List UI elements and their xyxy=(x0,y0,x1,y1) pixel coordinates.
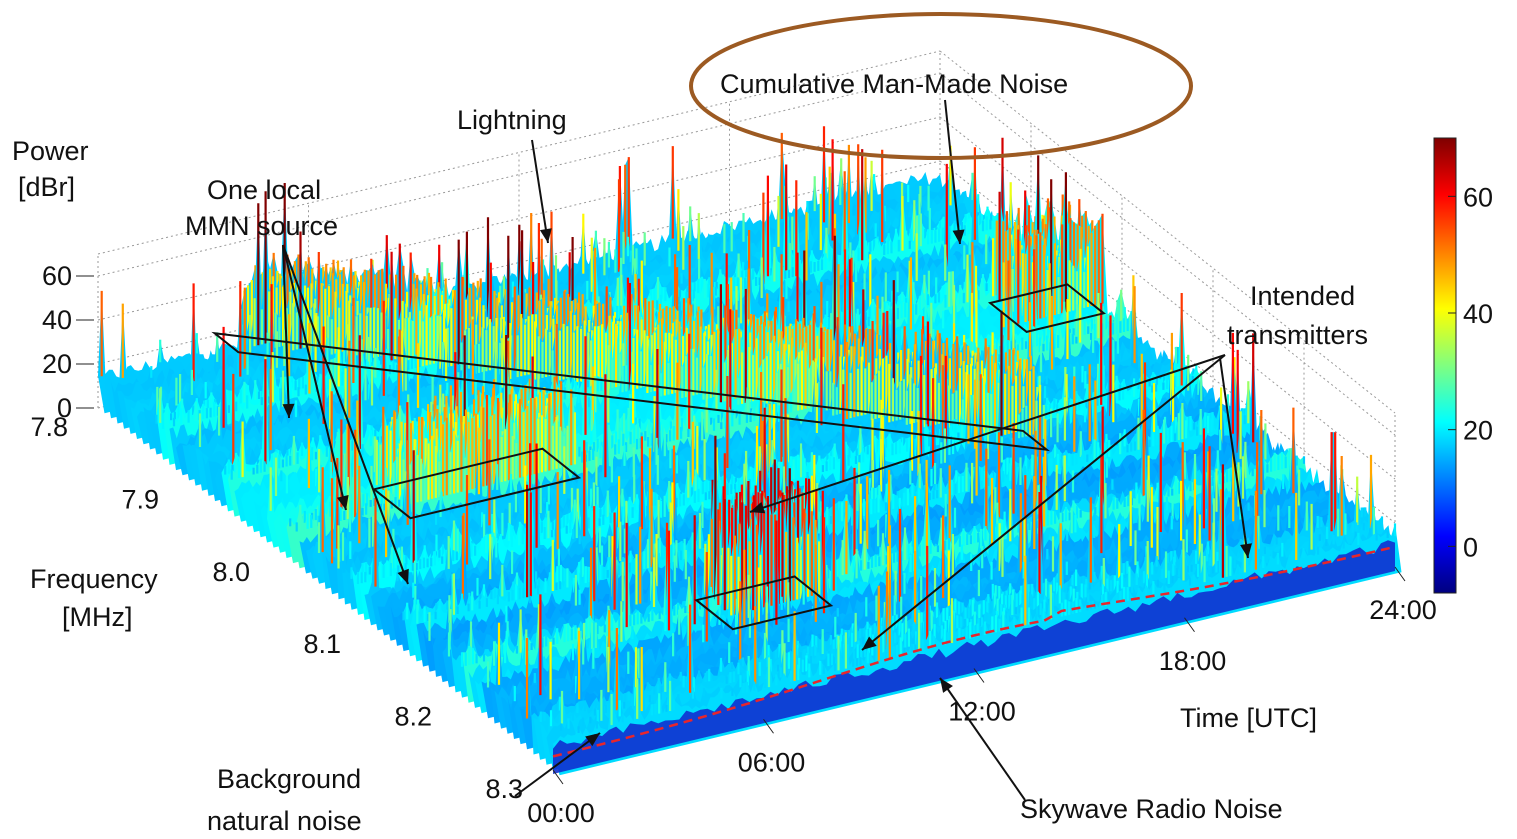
intended-arrow-2 xyxy=(861,354,1226,651)
y-tick-label: 7.9 xyxy=(121,484,159,514)
z-tick-label: 40 xyxy=(42,305,72,335)
annotation-cumulative: Cumulative Man-Made Noise xyxy=(720,69,1068,99)
highlight-ellipse xyxy=(689,12,1193,160)
transmitter-box xyxy=(371,447,582,520)
annotation-skywave: Skywave Radio Noise xyxy=(1020,794,1283,824)
intended-arrow-1-head xyxy=(750,501,766,514)
z-tick-label: 0 xyxy=(57,393,72,423)
annotation-lightning: Lightning xyxy=(457,105,567,135)
x-tick-label: 00:00 xyxy=(527,798,595,828)
background-arrow-head xyxy=(585,733,600,747)
x-tick-mark xyxy=(1394,566,1406,582)
lightning-band-outline xyxy=(211,331,1051,452)
annotation-background-line2: natural noise xyxy=(207,806,362,836)
annotation-mmn-line1: One local xyxy=(207,175,321,205)
z-tick-label: 20 xyxy=(42,349,72,379)
surface-front-edge xyxy=(553,540,1395,774)
y-tick-label: 8.1 xyxy=(303,629,341,659)
y-tick-label: 7.8 xyxy=(30,412,68,442)
x-tick-mark xyxy=(552,769,564,785)
mmn-arrow-3 xyxy=(282,244,409,585)
z-axis-unit: [dBr] xyxy=(18,172,75,202)
z-axis-label: Power xyxy=(12,136,89,166)
mmn-arrow-1-head xyxy=(282,403,295,418)
transmitter-box xyxy=(694,575,834,631)
intended-arrow-3 xyxy=(1219,357,1249,559)
lightning-arrow-head xyxy=(539,228,552,243)
cumulative-arrow-head xyxy=(952,229,965,244)
colorbar: 0 20 40 60 xyxy=(1433,137,1493,594)
x-tick-mark xyxy=(763,718,774,734)
x-tick-label: 12:00 xyxy=(948,697,1016,727)
intended-arrow-1 xyxy=(749,354,1226,513)
y-axis-label: Frequency xyxy=(30,564,158,594)
mmn-arrow-1 xyxy=(282,244,290,419)
grid-line xyxy=(97,50,941,255)
cumulative-arrow xyxy=(944,99,961,245)
grid-line xyxy=(939,72,1396,436)
colorbar-tick-label: 60 xyxy=(1463,182,1493,212)
intended-arrow-3-head xyxy=(1240,543,1253,558)
intended-arrow-2-head xyxy=(862,636,877,650)
x-tick-mark xyxy=(1184,617,1195,633)
grid-line xyxy=(939,116,1396,480)
colorbar-tick-label: 20 xyxy=(1463,416,1493,446)
surface-mesh xyxy=(98,126,1402,776)
y-tick-label: 8.0 xyxy=(212,557,250,587)
grid-line xyxy=(97,116,941,321)
skywave-noise-curve xyxy=(552,545,1396,758)
z-tick-label: 60 xyxy=(42,261,72,291)
mmn-arrow-2 xyxy=(282,244,347,511)
annotation-background-line1: Background xyxy=(217,764,361,794)
grid-line xyxy=(97,72,941,277)
skywave-arrow-head xyxy=(940,678,953,693)
x-tick-label: 24:00 xyxy=(1369,595,1437,625)
x-axis-label: Time [UTC] xyxy=(1180,703,1317,733)
annotation-lines xyxy=(211,99,1253,801)
colorbar-gradient xyxy=(1433,137,1457,594)
transmitter-box xyxy=(987,283,1107,333)
colorbar-tick-label: 40 xyxy=(1463,299,1493,329)
grid-line xyxy=(939,50,1396,414)
colorbar-tick-label: 0 xyxy=(1463,532,1478,562)
annotation-mmn-line2: MMN source xyxy=(185,211,338,241)
annotation-intended-line2: transmitters xyxy=(1227,320,1368,350)
surface-row xyxy=(371,315,1220,631)
surface-row xyxy=(377,332,1226,636)
y-tick-label: 8.3 xyxy=(485,774,523,804)
lightning-arrow xyxy=(531,139,549,244)
annotation-intended-line1: Intended xyxy=(1250,281,1355,311)
skywave-arrow xyxy=(939,677,1026,801)
x-tick-label: 18:00 xyxy=(1159,646,1227,676)
y-tick-label: 8.2 xyxy=(394,702,432,732)
grid-line xyxy=(97,160,941,365)
background-arrow xyxy=(514,732,601,797)
x-tick-label: 06:00 xyxy=(738,747,806,777)
mmn-arrow-3-head xyxy=(397,568,409,584)
surface-row xyxy=(293,235,1142,569)
y-axis-unit: [MHz] xyxy=(62,602,133,632)
mmn-arrow-2-head xyxy=(336,494,349,510)
x-tick-mark xyxy=(973,668,985,683)
